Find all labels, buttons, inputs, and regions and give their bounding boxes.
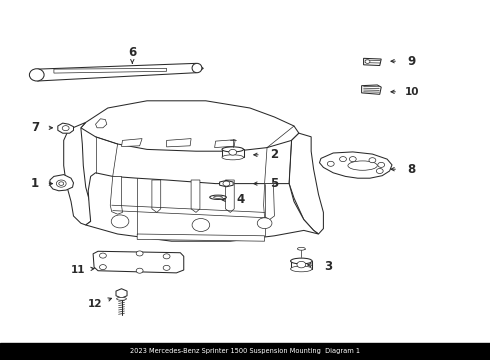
Circle shape [297,261,306,268]
Polygon shape [31,63,203,81]
Text: 1: 1 [30,177,38,190]
Ellipse shape [297,247,305,250]
Polygon shape [64,122,91,225]
Circle shape [369,158,376,163]
Circle shape [257,218,272,229]
Ellipse shape [348,161,377,170]
Text: 9: 9 [408,55,416,68]
Text: 10: 10 [404,87,419,97]
Polygon shape [81,101,299,151]
Polygon shape [191,180,200,212]
Polygon shape [291,261,312,269]
Polygon shape [222,149,244,157]
Ellipse shape [210,195,226,199]
Polygon shape [264,184,274,220]
Circle shape [56,180,66,187]
Text: 5: 5 [270,177,278,190]
Circle shape [136,268,143,273]
Circle shape [229,149,237,155]
Ellipse shape [222,155,244,160]
Polygon shape [122,139,142,147]
Ellipse shape [192,63,202,73]
Circle shape [365,60,370,63]
Circle shape [99,253,106,258]
Circle shape [99,265,106,270]
Circle shape [340,157,346,162]
Circle shape [59,182,64,185]
Circle shape [349,157,356,162]
Polygon shape [215,140,235,148]
Text: 4: 4 [236,193,244,206]
Circle shape [163,265,170,270]
Circle shape [111,215,129,228]
Polygon shape [93,251,184,273]
Polygon shape [86,173,318,241]
Polygon shape [50,175,74,191]
Circle shape [378,162,385,167]
Circle shape [136,251,143,256]
Polygon shape [364,58,381,66]
Circle shape [376,168,383,174]
Polygon shape [362,85,381,94]
Polygon shape [116,289,127,298]
Polygon shape [220,180,233,187]
Circle shape [327,161,334,166]
Ellipse shape [214,196,222,198]
Text: 2: 2 [270,148,278,161]
Circle shape [62,126,69,131]
Circle shape [223,181,230,186]
Text: 2023 Mercedes-Benz Sprinter 1500 Suspension Mounting  Diagram 1: 2023 Mercedes-Benz Sprinter 1500 Suspens… [130,348,360,354]
Ellipse shape [291,258,312,264]
Polygon shape [58,123,74,133]
Polygon shape [319,152,392,178]
Ellipse shape [29,69,44,81]
Text: 11: 11 [71,265,86,275]
Text: 7: 7 [31,121,39,134]
Ellipse shape [222,147,244,152]
Polygon shape [225,180,234,212]
Polygon shape [110,176,122,214]
Polygon shape [152,180,161,212]
Ellipse shape [117,297,126,300]
Text: 8: 8 [408,163,416,176]
Polygon shape [137,234,265,241]
Bar [0,343,490,360]
Polygon shape [96,119,107,128]
Text: 6: 6 [128,46,136,59]
Circle shape [192,219,210,231]
Text: 12: 12 [88,299,103,309]
Text: 3: 3 [324,260,332,273]
Polygon shape [167,139,191,147]
Ellipse shape [291,266,312,272]
Circle shape [163,254,170,259]
Polygon shape [289,133,323,234]
